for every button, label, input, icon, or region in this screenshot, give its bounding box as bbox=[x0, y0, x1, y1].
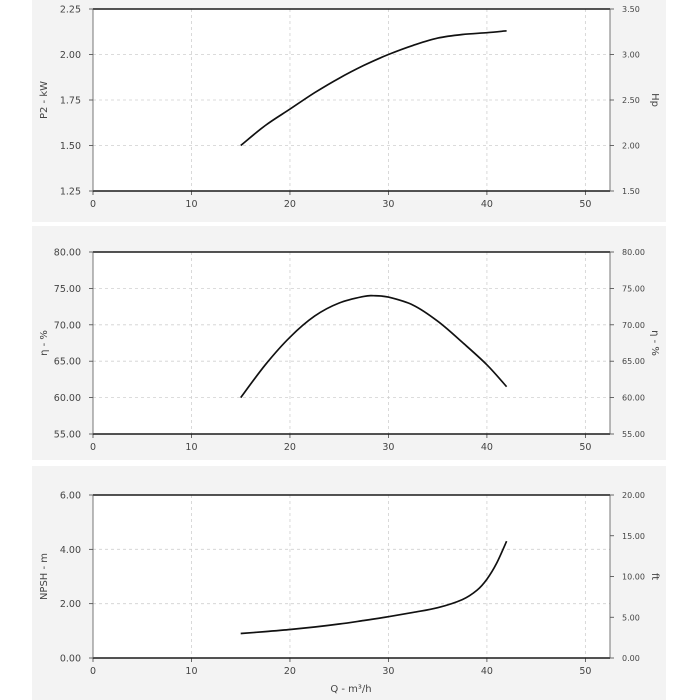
y-tick-label: 1.25 bbox=[60, 187, 81, 198]
y-tick-label: 1.50 bbox=[60, 141, 81, 152]
y-tick-label: 2.00 bbox=[60, 599, 81, 610]
x-tick-label: 40 bbox=[481, 199, 493, 210]
x-tick-label: 10 bbox=[185, 199, 197, 210]
y-axis-label: NPSH - m bbox=[39, 553, 50, 600]
y2-tick-label: 2.50 bbox=[622, 96, 640, 105]
y2-tick-label: 3.50 bbox=[622, 5, 640, 14]
y2-tick-label: 3.00 bbox=[622, 51, 640, 60]
x-tick-label: 0 bbox=[90, 442, 96, 453]
y2-tick-label: 0.00 bbox=[622, 654, 640, 663]
x-axis-label: Q - m³/h bbox=[330, 684, 371, 695]
x-tick-label: 40 bbox=[481, 442, 493, 453]
y2-tick-label: 1.50 bbox=[622, 187, 640, 196]
x-tick-label: 10 bbox=[185, 442, 197, 453]
y-tick-label: 55.00 bbox=[54, 430, 81, 441]
y-tick-label: 75.00 bbox=[54, 284, 81, 295]
y-tick-label: 70.00 bbox=[54, 320, 81, 331]
y-tick-label: 80.00 bbox=[54, 248, 81, 259]
x-tick-label: 0 bbox=[90, 666, 96, 677]
x-tick-label: 20 bbox=[284, 442, 296, 453]
y-tick-label: 4.00 bbox=[60, 545, 81, 556]
y2-tick-label: 10.00 bbox=[622, 573, 645, 582]
y2-tick-label: 15.00 bbox=[622, 532, 645, 541]
x-tick-label: 50 bbox=[579, 442, 591, 453]
series-line-power bbox=[240, 29, 507, 147]
y2-tick-label: 55.00 bbox=[622, 430, 645, 439]
x-tick-label: 10 bbox=[185, 666, 197, 677]
y-tick-label: 2.00 bbox=[60, 50, 81, 61]
x-tick-label: 30 bbox=[382, 199, 394, 210]
y2-tick-label: 60.00 bbox=[622, 394, 645, 403]
plot-area-npsh bbox=[93, 495, 610, 658]
y-tick-label: 65.00 bbox=[54, 357, 81, 368]
x-tick-label: 50 bbox=[579, 666, 591, 677]
y2-tick-label: 5.00 bbox=[622, 613, 640, 622]
y2-tick-label: 70.00 bbox=[622, 321, 645, 330]
y2-axis-label: ft bbox=[649, 573, 660, 580]
y-tick-label: 6.00 bbox=[60, 491, 81, 502]
y2-tick-label: 65.00 bbox=[622, 357, 645, 366]
y-tick-label: 60.00 bbox=[54, 393, 81, 404]
y2-tick-label: 80.00 bbox=[622, 248, 645, 257]
x-tick-label: 30 bbox=[382, 442, 394, 453]
y-axis-label: P2 - kW bbox=[39, 81, 50, 119]
y-tick-label: 2.25 bbox=[60, 5, 81, 16]
y-axis-label: η - % bbox=[39, 330, 50, 356]
x-tick-label: 0 bbox=[90, 199, 96, 210]
x-tick-label: 20 bbox=[284, 666, 296, 677]
y2-tick-label: 75.00 bbox=[622, 284, 645, 293]
y-tick-label: 0.00 bbox=[60, 654, 81, 665]
y2-axis-label: η - % bbox=[649, 330, 660, 356]
y2-axis-label: Hp bbox=[649, 93, 660, 107]
x-tick-label: 50 bbox=[579, 199, 591, 210]
y2-tick-label: 2.00 bbox=[622, 142, 640, 151]
x-tick-label: 20 bbox=[284, 199, 296, 210]
x-tick-label: 40 bbox=[481, 666, 493, 677]
y2-tick-label: 20.00 bbox=[622, 491, 645, 500]
plot-area-efficiency bbox=[93, 252, 610, 434]
series-line-npsh bbox=[240, 540, 508, 635]
series-line-efficiency bbox=[240, 294, 508, 399]
y-tick-label: 1.75 bbox=[60, 96, 81, 107]
x-tick-label: 30 bbox=[382, 666, 394, 677]
